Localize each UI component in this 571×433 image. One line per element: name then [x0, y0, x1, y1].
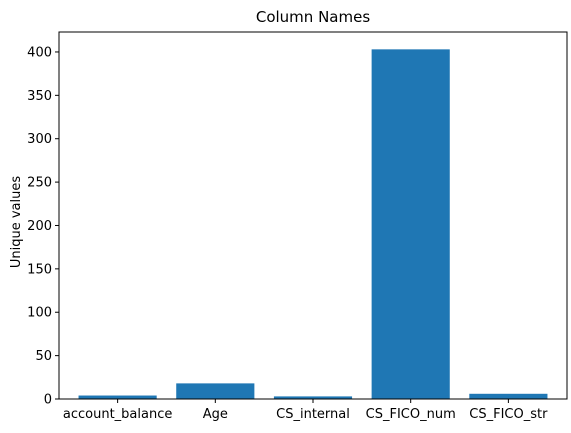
- x-tick-label: CS_FICO_num: [366, 407, 456, 422]
- y-tick-label: 300: [27, 132, 52, 147]
- x-tick-label: Age: [203, 407, 228, 422]
- y-axis-label: Unique values: [9, 176, 24, 268]
- y-tick-label: 350: [27, 89, 52, 104]
- y-tick-label: 150: [27, 262, 52, 277]
- x-tick-label: account_balance: [63, 407, 172, 422]
- y-tick-label: 50: [35, 349, 52, 364]
- plot-area-frame: [59, 32, 567, 399]
- x-axis-ticks: account_balance Age CS_internal CS_FICO_num…: [63, 399, 548, 422]
- y-axis-ticks: 0 50 100 150 200 250 300 350 400: [27, 45, 59, 407]
- y-tick-label: 0: [44, 393, 52, 408]
- bar-age: [176, 383, 254, 399]
- y-tick-label: 400: [27, 45, 52, 60]
- bar-cs-fico-num: [372, 49, 450, 399]
- y-tick-label: 200: [27, 219, 52, 234]
- chart-title: Column Names: [256, 8, 370, 26]
- x-tick-label: CS_internal: [276, 407, 350, 422]
- y-tick-label: 250: [27, 176, 52, 191]
- bars: [79, 49, 548, 399]
- bar-account-balance: [79, 396, 157, 399]
- y-tick-label: 100: [27, 306, 52, 321]
- x-tick-label: CS_FICO_str: [469, 407, 548, 422]
- bar-cs-fico-str: [469, 394, 547, 399]
